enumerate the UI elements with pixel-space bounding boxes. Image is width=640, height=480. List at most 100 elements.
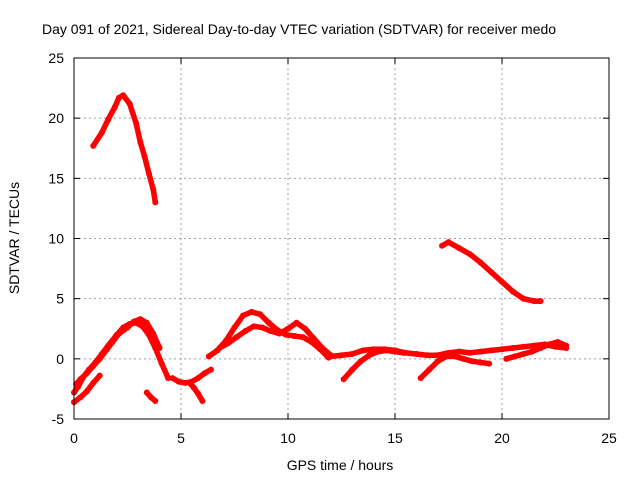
data-point <box>477 348 484 355</box>
data-point <box>531 298 538 305</box>
data-point <box>291 332 298 339</box>
data-point <box>233 334 240 341</box>
y-tick-label: 15 <box>48 170 64 186</box>
data-point <box>83 370 90 377</box>
data-point <box>445 239 452 246</box>
data-point <box>205 353 212 360</box>
data-point <box>111 104 118 111</box>
data-point <box>546 341 553 348</box>
data-point <box>133 119 140 126</box>
data-point <box>199 397 206 404</box>
data-point <box>242 328 249 335</box>
data-point <box>137 316 144 323</box>
data-point <box>96 355 103 362</box>
data-point <box>276 330 283 337</box>
data-point <box>248 308 255 315</box>
data-point <box>152 397 159 404</box>
data-point <box>207 366 214 373</box>
y-tick-label: 25 <box>48 50 64 66</box>
data-point <box>195 375 202 382</box>
data-point <box>392 348 398 355</box>
data-point <box>424 352 431 359</box>
data-point <box>90 142 97 149</box>
data-point <box>477 359 484 366</box>
data-point <box>240 312 247 319</box>
data-point <box>267 328 274 335</box>
data-point <box>96 372 103 379</box>
data-point <box>319 345 326 352</box>
data-point <box>165 375 172 382</box>
data-point <box>357 358 364 365</box>
data-point <box>310 335 317 342</box>
data-point <box>439 242 446 249</box>
data-point <box>400 349 407 356</box>
data-point <box>349 351 356 358</box>
data-point <box>143 319 150 326</box>
x-tick-label: 0 <box>70 430 78 446</box>
data-point <box>460 355 467 362</box>
data-point <box>359 347 366 354</box>
data-point <box>554 338 561 345</box>
data-point <box>143 389 150 396</box>
x-tick-label: 10 <box>280 430 296 446</box>
data-point <box>126 100 133 107</box>
data-point <box>130 318 137 325</box>
data-point <box>257 311 264 318</box>
data-point <box>563 342 570 349</box>
data-point <box>488 347 495 354</box>
data-point <box>366 352 373 359</box>
data-point <box>150 330 157 337</box>
data-point <box>499 278 505 285</box>
data-point <box>250 323 257 330</box>
data-point <box>338 352 345 359</box>
data-point <box>201 370 208 377</box>
data-point <box>225 340 232 347</box>
data-point <box>434 358 441 365</box>
data-point <box>509 345 516 352</box>
data-point <box>511 353 518 360</box>
data-point <box>340 376 347 383</box>
data-point <box>349 366 356 373</box>
data-point <box>103 347 110 354</box>
data-point <box>169 375 176 382</box>
x-tick-label: 25 <box>601 430 617 446</box>
data-point <box>499 346 505 353</box>
x-tick-label: 20 <box>494 430 510 446</box>
data-point <box>520 343 527 350</box>
data-point <box>443 353 450 360</box>
data-point <box>77 394 84 401</box>
data-point <box>137 139 144 146</box>
data-point <box>145 170 152 177</box>
y-tick-label: 0 <box>56 351 64 367</box>
y-axis-ticks: -5 0 5 10 15 20 25 <box>48 50 609 427</box>
data-point <box>115 330 122 337</box>
data-point <box>73 381 80 388</box>
y-tick-label: 5 <box>56 291 64 307</box>
data-point <box>285 325 291 332</box>
data-point <box>195 390 202 397</box>
data-point <box>83 388 90 395</box>
data-point <box>190 384 197 391</box>
data-point <box>299 334 306 341</box>
data-point <box>509 288 516 295</box>
data-arc-arc-high-early <box>90 92 159 206</box>
data-point <box>488 269 495 276</box>
data-point <box>148 394 155 401</box>
data-point <box>182 379 189 386</box>
data-point <box>466 349 473 356</box>
data-point <box>120 92 127 99</box>
data-point <box>156 345 163 352</box>
data-point <box>139 323 146 330</box>
data-point <box>434 352 441 359</box>
data-arc-arc-f <box>186 380 206 404</box>
grid-lines <box>74 58 609 419</box>
data-point <box>503 355 510 362</box>
data-point <box>537 345 544 352</box>
data-point <box>383 347 390 354</box>
data-point <box>374 348 381 355</box>
data-point <box>141 153 148 160</box>
data-point <box>413 351 420 358</box>
y-axis-label: SDTVAR / TECUs <box>6 182 22 294</box>
data-point <box>175 378 182 385</box>
